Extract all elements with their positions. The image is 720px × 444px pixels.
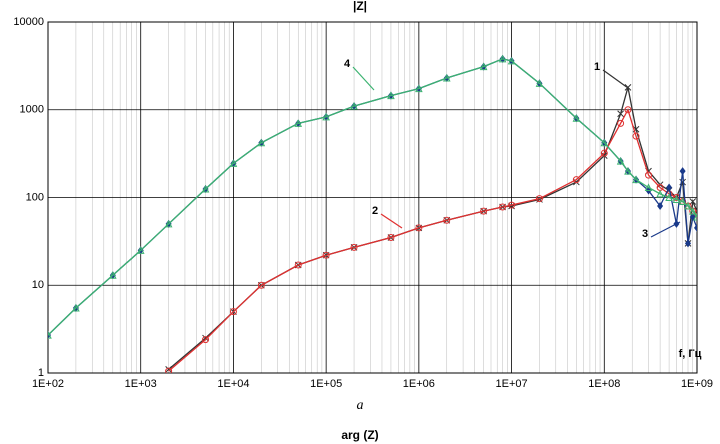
point — [387, 234, 395, 242]
point — [164, 219, 173, 228]
point — [136, 246, 145, 254]
label-arrow — [650, 221, 681, 238]
x-tick-label: 1E+09 — [681, 378, 713, 390]
point — [688, 206, 697, 215]
point — [600, 138, 609, 147]
point — [442, 73, 451, 82]
point — [415, 224, 423, 232]
point — [350, 101, 358, 110]
point — [350, 243, 358, 251]
point — [72, 303, 80, 312]
next-chart-title: arg (Z) — [341, 428, 378, 442]
point — [479, 62, 488, 71]
point — [624, 106, 632, 114]
point — [684, 201, 692, 210]
point — [572, 176, 580, 184]
point — [535, 79, 544, 87]
point — [572, 114, 581, 122]
point — [322, 251, 330, 259]
x-tick-label: 1E+03 — [125, 378, 157, 390]
point — [672, 195, 681, 203]
point — [632, 132, 640, 140]
label-arrow — [380, 213, 403, 229]
point — [666, 183, 673, 192]
y-tick-label: 100 — [26, 191, 44, 203]
point — [679, 167, 686, 176]
point — [229, 308, 237, 316]
point — [257, 281, 265, 289]
y-tick-label: 10 — [32, 279, 44, 291]
label-arrow — [602, 69, 629, 89]
point — [656, 189, 664, 198]
point — [644, 183, 653, 192]
x-axis-label: f, Гц — [679, 348, 702, 360]
point — [202, 334, 209, 342]
x-tick-label: 1E+04 — [217, 378, 249, 390]
point — [617, 119, 625, 127]
point — [600, 152, 608, 159]
point — [387, 91, 395, 100]
plot-frame — [47, 21, 698, 374]
point — [108, 271, 117, 279]
point — [322, 112, 330, 121]
caption: a — [357, 398, 364, 413]
point — [499, 203, 507, 211]
series-label: 4 — [344, 58, 351, 70]
point — [443, 216, 451, 224]
point — [229, 159, 238, 167]
point — [202, 336, 210, 344]
point — [535, 195, 543, 203]
label-arrow — [352, 66, 375, 91]
plot-area — [48, 54, 697, 373]
y-tick-label: 1000 — [20, 104, 44, 116]
point — [48, 331, 52, 339]
x-tick-label: 1E+06 — [403, 378, 435, 390]
point — [678, 197, 687, 206]
point — [165, 366, 172, 373]
point — [508, 201, 516, 209]
point — [693, 212, 697, 221]
point — [415, 84, 423, 93]
point — [665, 193, 673, 201]
point — [507, 56, 516, 65]
point — [689, 198, 697, 205]
series-label: 3 — [642, 228, 648, 240]
x-tick-label: 1E+07 — [496, 378, 528, 390]
series-line — [168, 108, 697, 372]
point — [600, 149, 608, 157]
point — [694, 223, 697, 232]
point — [257, 138, 266, 147]
point — [617, 110, 624, 118]
x-tick-label: 1E+05 — [310, 378, 342, 390]
series-label: 2 — [372, 205, 378, 217]
point — [624, 166, 632, 175]
series-label: 1 — [594, 61, 600, 73]
point — [616, 156, 625, 165]
point — [632, 175, 640, 184]
point — [201, 184, 210, 193]
point — [294, 261, 302, 269]
point — [685, 239, 692, 248]
point — [645, 171, 653, 179]
point — [498, 54, 507, 63]
point — [657, 202, 664, 211]
point — [165, 367, 173, 373]
point — [480, 207, 488, 215]
x-tick-label: 1E+02 — [32, 378, 64, 390]
series-line — [48, 58, 697, 336]
y-tick-label: 10000 — [13, 16, 44, 28]
y-tick-label: 1 — [38, 367, 44, 379]
point — [294, 119, 303, 127]
chart-title: |Z| — [353, 0, 367, 13]
x-tick-label: 1E+08 — [588, 378, 620, 390]
